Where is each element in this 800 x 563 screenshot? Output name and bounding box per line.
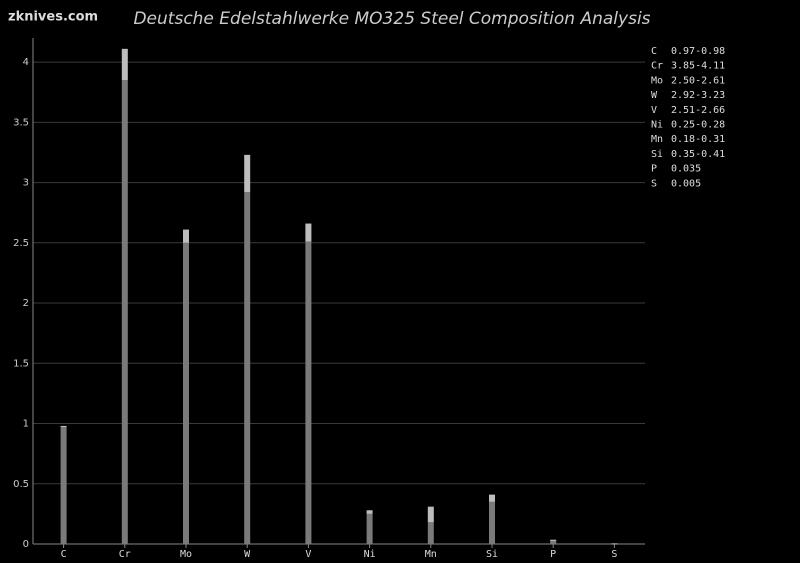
range-segment [121, 48, 128, 81]
range-segment [183, 229, 189, 243]
y-tick-label: 0.5 [13, 479, 29, 490]
bar [60, 427, 67, 544]
legend-element: Mn [651, 134, 663, 145]
legend-range: 0.035 [671, 164, 701, 175]
range-segment [611, 543, 618, 545]
y-tick-label: 2 [23, 298, 29, 309]
range-segment [305, 223, 312, 242]
legend-element: C [651, 46, 657, 57]
bar [550, 539, 557, 544]
x-tick-label: P [550, 549, 556, 560]
bar [427, 522, 434, 544]
x-tick-label: Mn [425, 549, 437, 560]
legend-range: 2.51-2.66 [671, 105, 725, 116]
legend-range: 3.85-4.11 [671, 61, 725, 72]
legend-range: 0.005 [671, 178, 701, 189]
legend-element: V [651, 105, 657, 116]
x-tick-label: Cr [119, 549, 131, 560]
y-tick-label: 4 [23, 57, 29, 68]
x-tick-label: S [611, 549, 617, 560]
x-tick-label: Mo [180, 549, 192, 560]
y-tick-label: 3 [23, 178, 29, 189]
range-segment [244, 154, 251, 193]
legend-range: 0.18-0.31 [671, 134, 725, 145]
bar [121, 80, 128, 545]
bar [244, 192, 251, 544]
legend-element: Cr [651, 61, 663, 72]
legend-range: 0.25-0.28 [671, 120, 725, 131]
x-tick-label: Si [486, 549, 498, 560]
legend-range: 2.92-3.23 [671, 90, 725, 101]
x-tick-label: W [244, 549, 251, 560]
range-segment [366, 510, 373, 514]
y-tick-label: 0 [23, 539, 29, 550]
legend-element: P [651, 164, 657, 175]
watermark: zknives.com [8, 10, 98, 25]
x-tick-label: Ni [364, 549, 376, 560]
chart-title: Deutsche Edelstahlwerke MO325 Steel Comp… [133, 9, 650, 29]
legend-range: 0.97-0.98 [671, 46, 725, 57]
x-tick-label: V [305, 549, 311, 560]
range-segment [550, 539, 557, 541]
legend-element: W [651, 90, 658, 101]
range-segment [489, 494, 495, 502]
legend-element: S [651, 178, 657, 189]
y-tick-label: 1.5 [13, 358, 29, 369]
legend-element: Ni [651, 120, 663, 131]
y-tick-label: 1 [23, 419, 29, 430]
y-tick-label: 2.5 [13, 238, 29, 249]
range-segment [427, 506, 434, 523]
legend-element: Mo [651, 75, 663, 86]
legend-range: 2.50-2.61 [671, 75, 725, 86]
x-tick-label: C [61, 549, 67, 560]
bar [366, 513, 373, 544]
y-tick-label: 3.5 [13, 117, 29, 128]
bar [489, 501, 495, 544]
legend-range: 0.35-0.41 [671, 149, 725, 160]
range-segment [60, 425, 67, 428]
legend-element: Si [651, 149, 663, 160]
bar [305, 241, 312, 544]
bar [183, 242, 189, 545]
